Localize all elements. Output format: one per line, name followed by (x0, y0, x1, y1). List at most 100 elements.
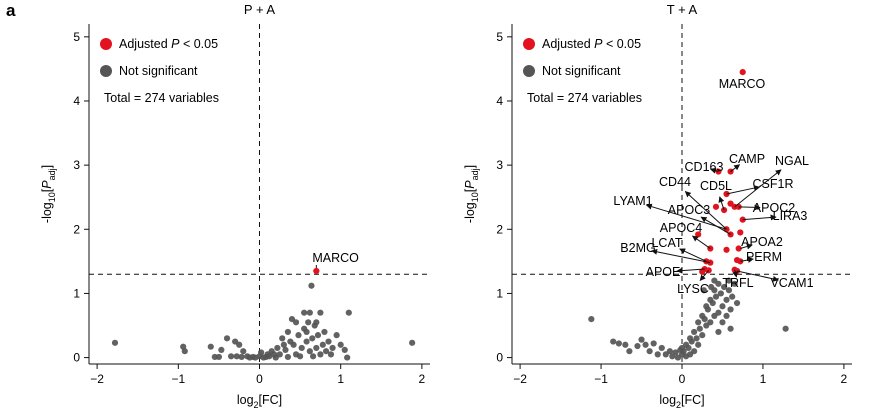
significant-point (739, 69, 746, 76)
nonsignificant-point (719, 303, 726, 310)
point-label: APOC3 (668, 203, 710, 217)
nonsignificant-point (329, 344, 336, 352)
nonsignificant-point (284, 353, 292, 361)
y-tick-label: 3 (73, 158, 80, 172)
nonsignificant-point (240, 348, 247, 355)
nonsignificant-point (290, 341, 297, 348)
y-tick-label: 4 (73, 94, 80, 108)
nonsignificant-point (266, 353, 273, 360)
nonsignificant-point (725, 287, 733, 294)
point-label: PERM (746, 250, 782, 264)
y-tick-label: 4 (496, 94, 503, 108)
nonsignificant-point (642, 341, 649, 348)
nonsignificant-point (707, 296, 714, 303)
point-label-arrow (742, 214, 777, 221)
nonsignificant-point (715, 309, 722, 316)
nonsignificant-point (654, 351, 661, 358)
nonsignificant-point (327, 351, 335, 358)
y-tick-label: 3 (496, 158, 503, 172)
nonsignificant-point (699, 332, 706, 339)
y-axis-label: -log10[Padj] (463, 165, 480, 223)
legend-marker (100, 38, 112, 50)
panel-p-plus-a: P + A −2 −1 0 1 2 0 1 2 3 4 5 log2[FC] -log10[Padj] Ad… (40, 2, 430, 410)
significant-point (723, 246, 730, 253)
nonsignificant-point (309, 335, 316, 342)
nonsignificant-point (720, 283, 728, 291)
nonsignificant-point (276, 351, 283, 358)
nonsignificant-point (719, 319, 726, 326)
x-tick-label: 2 (841, 372, 848, 386)
x-tick-label: 1 (760, 372, 767, 386)
nonsignificant-point (313, 319, 320, 326)
nonsignificant-point (333, 332, 340, 339)
point-label: CD5L (700, 179, 732, 193)
point-label: CD44 (659, 175, 691, 189)
nonsignificant-point (296, 353, 304, 360)
nonsignificant-point (695, 319, 702, 326)
nonsignificant-point (733, 299, 741, 307)
legend-label: Not significant (542, 64, 621, 78)
y-axis-label: -log10[Padj] (40, 165, 57, 223)
legend-label: Not significant (119, 64, 198, 78)
nonsignificant-point (699, 312, 706, 319)
nonsignificant-point (708, 283, 715, 291)
nonsignificant-point (622, 341, 629, 348)
nonsignificant-point (233, 353, 240, 360)
point-label: LYAM1 (613, 194, 652, 208)
legend-marker (523, 38, 535, 50)
significant-point (737, 229, 744, 236)
point-label: LYSC (677, 282, 709, 296)
point-label-arrow (718, 196, 725, 211)
point-label: LIRA3 (773, 209, 808, 223)
nonsignificant-point (703, 303, 710, 310)
significant-point (699, 268, 706, 275)
x-axis-label: log2[FC] (237, 393, 282, 410)
nonsignificant-point (325, 338, 332, 345)
nonsignificant-point (725, 277, 733, 284)
nonsignificant-point (295, 332, 302, 339)
nonsignificant-point (615, 340, 622, 347)
nonsignificant-point (727, 306, 734, 313)
point-label: APOE (646, 265, 681, 279)
nonsignificant-point (686, 335, 694, 342)
point-label-arrow (699, 270, 710, 282)
nonsignificant-point (650, 340, 657, 347)
nonsignificant-point (313, 344, 320, 352)
nonsignificant-point (303, 328, 310, 336)
nonsignificant-point (207, 343, 214, 350)
point-label: CD163 (685, 160, 724, 174)
nonsignificant-point (322, 348, 330, 355)
nonsignificant-point (280, 341, 287, 348)
nonsignificant-point (717, 290, 724, 297)
nonsignificant-point (306, 309, 313, 316)
point-label: B2MG (620, 241, 655, 255)
nonsignificant-point (279, 335, 286, 342)
x-tick-label: 2 (419, 372, 426, 386)
point-label: CAMP (729, 152, 765, 166)
nonsignificant-point (707, 319, 714, 326)
y-tick-label: 2 (496, 222, 503, 236)
nonsignificant-point (298, 344, 305, 352)
nonsignificant-point (672, 349, 679, 356)
nonsignificant-point (337, 341, 344, 348)
legend-total: Total = 274 variables (104, 91, 219, 105)
point-label-arrow (730, 164, 741, 172)
point-label-arrow (736, 270, 779, 282)
nonsignificant-point (723, 312, 730, 319)
x-tick-label: −2 (513, 372, 527, 386)
nonsignificant-point (215, 353, 223, 361)
nonsignificant-point (305, 319, 312, 326)
nonsignificant-point (715, 328, 722, 336)
x-tick-label: −2 (90, 372, 104, 386)
nonsignificant-point (317, 351, 324, 358)
nonsignificant-point (321, 328, 328, 336)
nonsignificant-point (317, 309, 324, 316)
nonsignificant-point (308, 282, 315, 289)
nonsignificant-point (309, 353, 317, 360)
legend-marker (100, 65, 112, 77)
x-tick-label: 0 (679, 372, 686, 386)
x-tick-label: −1 (594, 372, 608, 386)
x-tick-label: 1 (337, 372, 344, 386)
point-label: TRFL (722, 276, 753, 290)
nonsignificant-point (236, 341, 243, 348)
